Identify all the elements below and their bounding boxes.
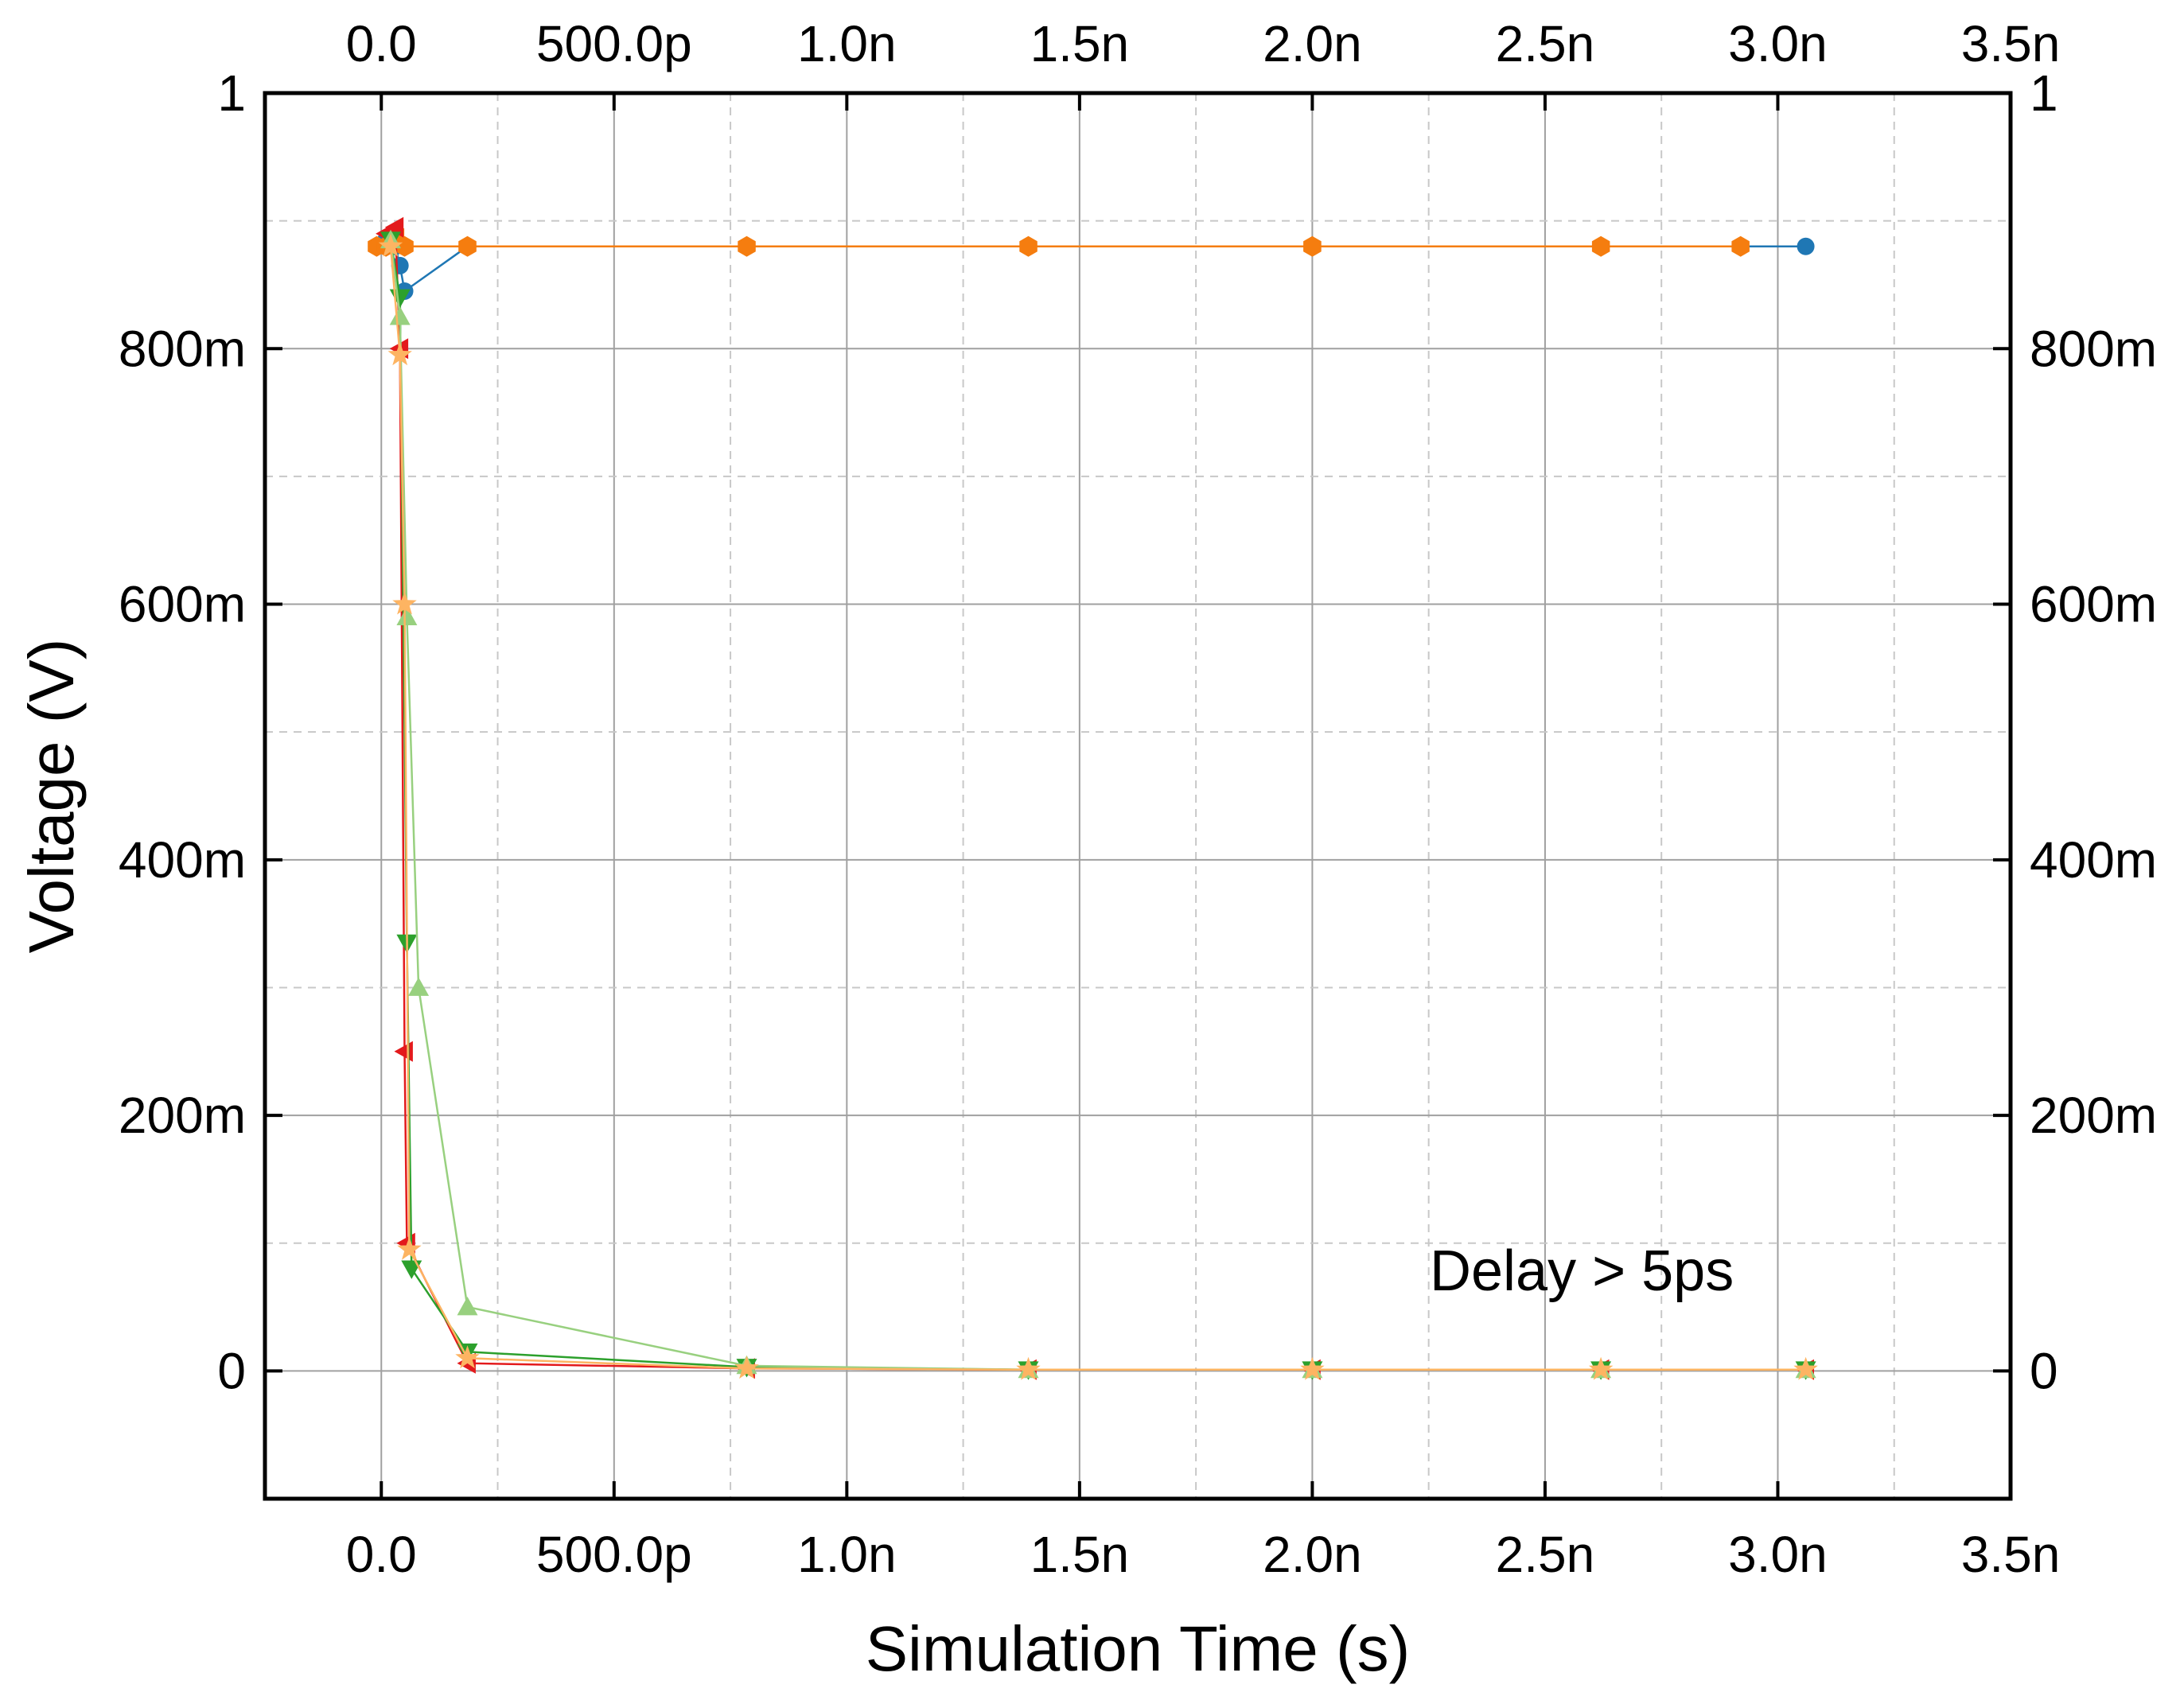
series-fall-peach bbox=[378, 233, 1818, 1380]
data-point bbox=[1300, 1356, 1325, 1380]
data-point bbox=[396, 606, 418, 625]
x-tick-label: 2.5n bbox=[1496, 1526, 1595, 1583]
data-point bbox=[458, 235, 477, 257]
x-tick-label: 1.5n bbox=[1030, 1526, 1130, 1583]
x-tick-label: 1.0n bbox=[797, 1526, 897, 1583]
y-right-tick-label: 400m bbox=[2030, 831, 2157, 889]
data-point bbox=[397, 1236, 422, 1260]
y-tick-label: 600m bbox=[119, 576, 246, 633]
series-line bbox=[389, 246, 1806, 1371]
y-right-tick-label: 1 bbox=[2030, 64, 2058, 122]
x-tick-label: 2.0n bbox=[1263, 1526, 1362, 1583]
y-right-tick-label: 0 bbox=[2030, 1342, 2058, 1399]
y-tick-label: 400m bbox=[119, 831, 246, 889]
data-point bbox=[389, 306, 411, 325]
y-right-tick-label: 200m bbox=[2030, 1087, 2157, 1144]
x-top-tick-label: 1.0n bbox=[797, 15, 897, 72]
x-tick-label: 0.0 bbox=[346, 1526, 417, 1583]
x-top-tick-label: 3.5n bbox=[1961, 15, 2061, 72]
x-top-tick-label: 3.0n bbox=[1728, 15, 1828, 72]
plot-frame bbox=[263, 91, 2013, 1501]
y-tick-label: 1 bbox=[217, 64, 246, 122]
data-point bbox=[392, 591, 417, 615]
data-point bbox=[1303, 235, 1322, 257]
delay-annotation: Delay > 5ps bbox=[1430, 1239, 1734, 1303]
data-point bbox=[1588, 1356, 1614, 1380]
x-axis-title: Simulation Time (s) bbox=[866, 1613, 1411, 1684]
data-point bbox=[395, 235, 414, 257]
y-tick-label: 0 bbox=[217, 1342, 246, 1399]
x-top-tick-label: 2.0n bbox=[1263, 15, 1362, 72]
data-point bbox=[1019, 235, 1037, 257]
x-tick-label: 3.5n bbox=[1961, 1526, 2061, 1583]
y-tick-label: 200m bbox=[119, 1087, 246, 1144]
x-top-tick-label: 500.0p bbox=[536, 15, 692, 72]
x-top-tick-label: 0.0 bbox=[346, 15, 417, 72]
x-tick-label: 500.0p bbox=[536, 1526, 692, 1583]
y-axis-title: Voltage (V) bbox=[16, 639, 87, 954]
data-point bbox=[1793, 1356, 1818, 1380]
data-point bbox=[1016, 1356, 1041, 1380]
data-point bbox=[734, 1356, 759, 1379]
y-right-tick-label: 600m bbox=[2030, 576, 2157, 633]
x-top-tick-label: 1.5n bbox=[1030, 15, 1130, 72]
y-right-tick-label: 800m bbox=[2030, 320, 2157, 377]
data-point bbox=[1797, 237, 1815, 255]
data-point bbox=[457, 1297, 478, 1316]
data-point bbox=[1731, 235, 1750, 257]
data-point bbox=[378, 233, 403, 257]
x-tick-label: 3.0n bbox=[1728, 1526, 1828, 1583]
x-top-tick-label: 2.5n bbox=[1496, 15, 1595, 72]
data-point bbox=[1591, 235, 1610, 257]
series-group bbox=[368, 216, 1818, 1380]
axis-ticks: 0.0 0.0 500.0p 500.0p 1.0n 1.0n 1.5n 1.5n 2.0n 2.… bbox=[119, 15, 2157, 1583]
data-point bbox=[387, 342, 412, 366]
data-point bbox=[738, 235, 756, 257]
y-tick-label: 800m bbox=[119, 320, 246, 377]
data-point bbox=[455, 1345, 480, 1369]
data-point bbox=[408, 977, 430, 996]
